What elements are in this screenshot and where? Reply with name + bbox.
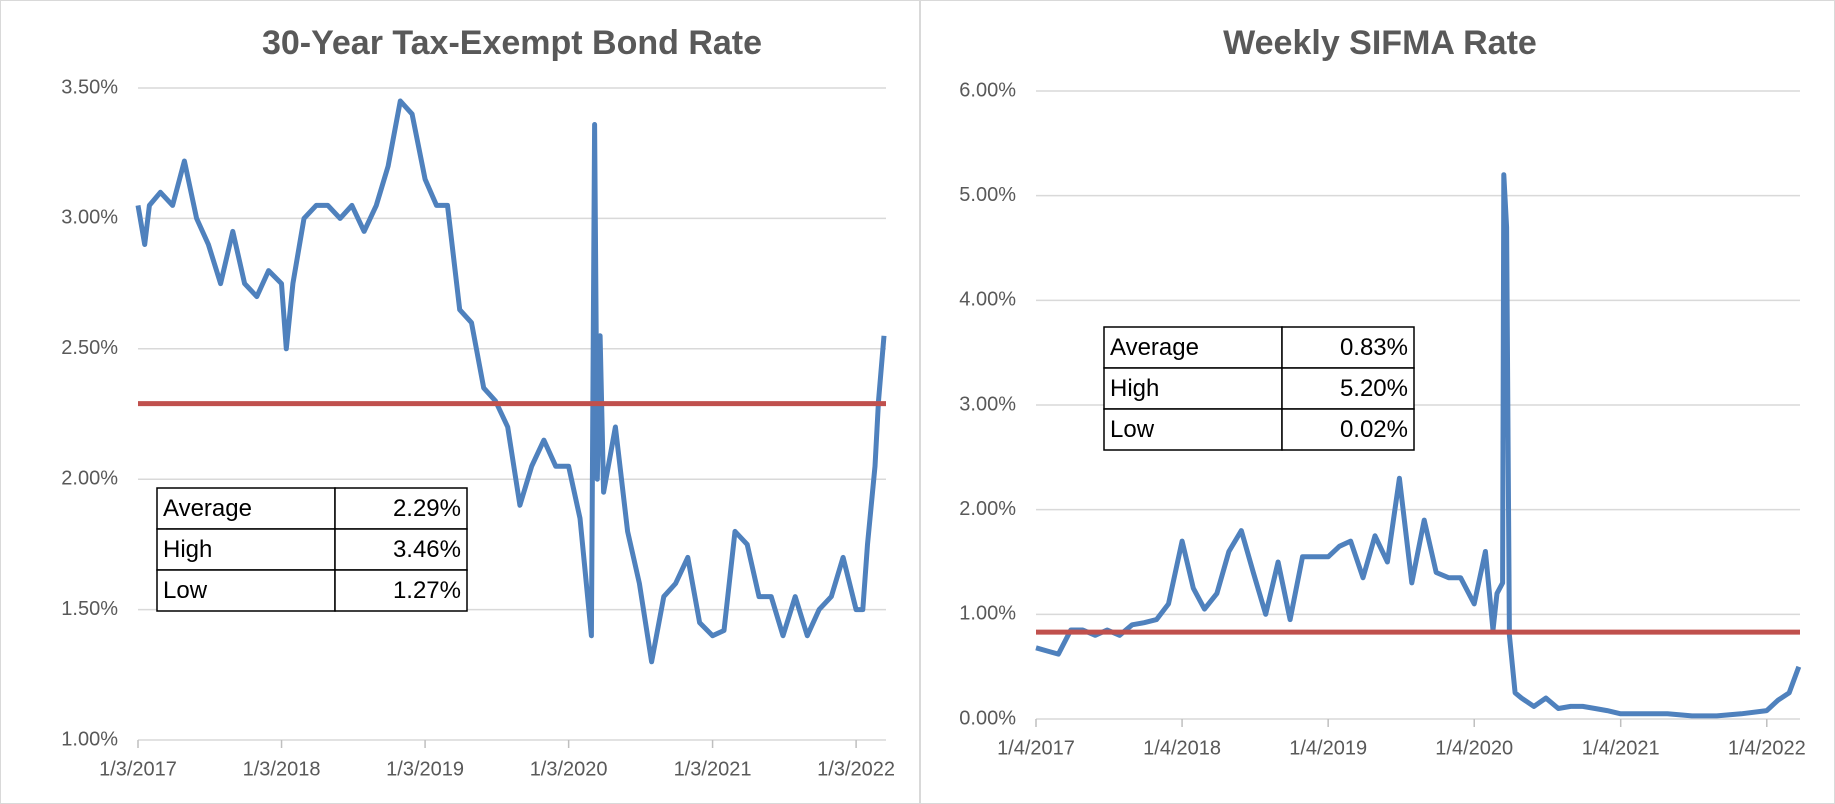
- data-line: [1035, 172, 1802, 719]
- x-tick-label: 1/4/2020: [1435, 737, 1513, 759]
- x-tick-label: 1/3/2019: [386, 758, 464, 780]
- stat-label: Average: [1110, 334, 1199, 361]
- x-tick-label: 1/3/2020: [530, 758, 608, 780]
- x-tick-label: 1/3/2017: [99, 758, 177, 780]
- y-tick-label: 6.00%: [959, 79, 1016, 101]
- x-tick-label: 1/3/2022: [817, 758, 895, 780]
- chart-title: Weekly SIFMA Rate: [1223, 24, 1537, 62]
- y-tick-label: 2.00%: [959, 498, 1016, 520]
- stat-value: 5.20%: [1340, 375, 1408, 402]
- stat-value: 3.46%: [393, 536, 461, 563]
- table-cell: [156, 487, 336, 530]
- table-cell: [156, 569, 336, 612]
- y-tick-label: 2.50%: [61, 337, 118, 359]
- x-tick-label: 1/3/2018: [243, 758, 321, 780]
- stat-label: High: [163, 536, 212, 563]
- chart-title: 30-Year Tax-Exempt Bond Rate: [262, 24, 762, 62]
- y-tick-label: 2.00%: [61, 467, 118, 489]
- x-tick-label: 1/4/2022: [1728, 737, 1806, 759]
- table-cell: [1281, 408, 1415, 451]
- y-tick-label: 1.50%: [61, 598, 118, 620]
- table-cell: [1103, 408, 1283, 451]
- x-tick-label: 1/4/2019: [1289, 737, 1367, 759]
- stat-label: High: [1110, 375, 1159, 402]
- data-line: [135, 98, 887, 665]
- x-tick-label: 1/4/2018: [1143, 737, 1221, 759]
- x-tick-label: 1/4/2017: [997, 737, 1075, 759]
- stat-value: 1.27%: [393, 577, 461, 604]
- stat-label: Average: [163, 495, 252, 522]
- stat-label: Low: [163, 577, 208, 604]
- table-cell: [1103, 326, 1283, 369]
- table-cell: [1281, 326, 1415, 369]
- y-tick-label: 3.00%: [61, 207, 118, 229]
- y-tick-label: 5.00%: [959, 184, 1016, 206]
- y-tick-label: 4.00%: [959, 289, 1016, 311]
- stat-value: 0.83%: [1340, 334, 1408, 361]
- y-tick-label: 1.00%: [959, 603, 1016, 625]
- table-cell: [334, 569, 468, 612]
- stat-value: 2.29%: [393, 495, 461, 522]
- y-tick-label: 3.00%: [959, 393, 1016, 415]
- x-tick-label: 1/3/2021: [674, 758, 752, 780]
- y-tick-label: 3.50%: [61, 76, 118, 98]
- y-tick-label: 0.00%: [959, 707, 1016, 729]
- y-tick-label: 1.00%: [61, 728, 118, 750]
- x-tick-label: 1/4/2021: [1582, 737, 1660, 759]
- stat-value: 0.02%: [1340, 416, 1408, 443]
- table-cell: [156, 528, 336, 571]
- stat-label: Low: [1110, 416, 1155, 443]
